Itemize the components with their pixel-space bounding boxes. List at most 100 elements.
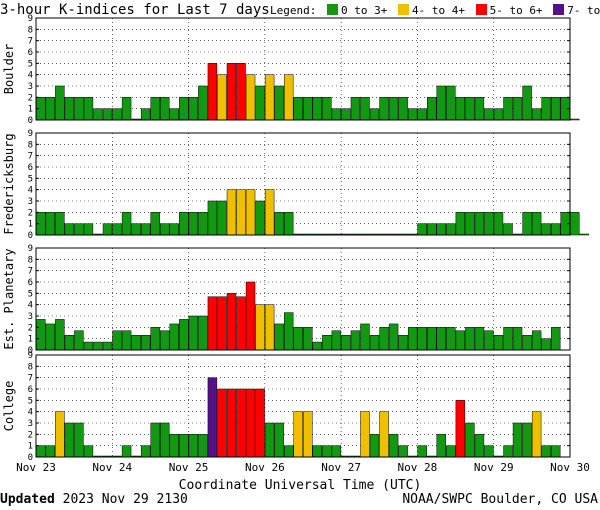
station-label: Fredericksburg [2,133,16,234]
bar [102,341,113,351]
bar [274,422,284,458]
bar [245,388,256,458]
station-label: Est. Planetary [2,248,16,349]
y-tick-label: 5 [28,59,33,69]
bar [474,434,485,458]
bar [417,223,427,236]
bar [388,323,399,351]
y-tick-label: 1 [28,220,33,230]
y-tick-label: 4 [28,71,33,81]
bar [550,223,561,236]
bar [312,341,323,351]
bar [83,341,94,351]
y-tick-label: 0 [28,231,33,241]
panel-fredericksburg: 01 234 567 89 Fredericksburg [2,129,590,241]
plot-area [36,355,570,457]
bar [303,327,313,351]
station-label: Boulder [2,44,16,95]
bar [160,330,170,351]
x-tick-label: Nov 30 [550,461,590,474]
bar [331,108,342,121]
bar [350,330,361,351]
y-tick-label: 8 [28,140,33,150]
bar [236,189,246,236]
bar [446,85,456,121]
bar [198,85,208,121]
bar [417,445,427,458]
bar [550,327,561,351]
y-tick-label: 9 [28,244,33,254]
bar [150,327,160,351]
bar [169,323,179,351]
bar [369,434,380,458]
bar [207,296,218,351]
bar [188,315,199,351]
y-tick-label: 9 [28,14,33,24]
bar [74,422,84,458]
bar [550,97,561,121]
bar [236,63,246,121]
bar [417,108,427,121]
bar [379,411,389,458]
legend-item-label: 5- to 6+ [489,4,543,17]
x-tick-label: Nov 27 [321,461,361,474]
bar [198,315,208,351]
bar [427,97,437,121]
bar [55,85,65,121]
bar [207,200,218,236]
bar [465,212,475,236]
bar [322,97,332,121]
bar [503,327,513,351]
y-tick-label: 3 [28,82,33,92]
bar [360,97,370,121]
y-tick-label: 4 [28,301,33,311]
x-tick-label: Nov 25 [169,461,209,474]
bar [83,97,94,121]
legend-item-4-to-4: 4- to 4+ [397,4,465,17]
bar [255,200,265,236]
bar [55,319,65,351]
bar [427,327,437,351]
bar [45,445,56,458]
bar [512,97,523,121]
bar [131,335,141,351]
y-tick-label: 5 [28,174,33,184]
bar [484,108,494,121]
bar [369,335,380,351]
bar [121,97,132,121]
bar [407,108,418,121]
legend-item-5-to-6: 5- to 6+ [475,4,543,17]
bar [474,212,485,236]
bar [541,445,551,458]
bar [45,212,56,236]
y-tick-label: 3 [28,419,33,429]
legend-swatch-purple [553,4,565,15]
bar [255,85,265,121]
bar [541,223,551,236]
legend-swatch-red [475,4,487,15]
bar [264,304,275,351]
bar [264,422,275,458]
bar [36,445,46,458]
y-tick-label: 7 [28,374,33,384]
bar [179,434,189,458]
bar [121,445,132,458]
bar [303,97,313,121]
bar [160,223,170,236]
legend-item-label: 4- to 4+ [411,4,465,17]
bar [417,327,427,351]
bar [264,189,275,236]
bar [398,97,408,121]
bar [341,108,351,121]
bar [217,200,227,236]
bar [512,327,523,351]
bar [274,212,284,236]
chart-title: 3-hour K-indices for Last 7 days [0,2,270,18]
bar [407,327,418,351]
bar [55,212,65,236]
bar [274,85,284,121]
x-tick-label: Nov 29 [474,461,514,474]
bar [465,422,475,458]
legend-swatch-yellow [397,4,409,15]
credit-text: NOAA/SWPC Boulder, CO USA [402,492,598,507]
